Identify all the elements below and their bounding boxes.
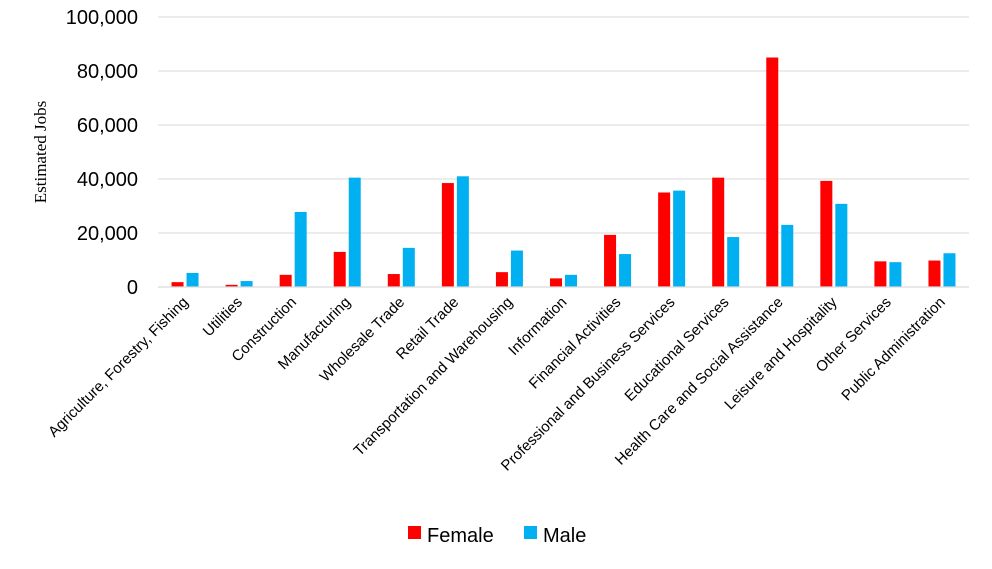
bars	[171, 57, 956, 287]
bar-male	[673, 190, 686, 287]
bar-male	[402, 247, 415, 287]
y-tick-label: 100,000	[66, 7, 138, 29]
legend-label-male: Male	[543, 525, 586, 547]
y-tick-label: 0	[127, 277, 138, 299]
bar-female	[928, 260, 941, 287]
bar-female	[225, 284, 238, 287]
bar-male	[510, 250, 523, 287]
bar-male	[565, 274, 577, 287]
bar-female	[658, 192, 671, 287]
bar-male	[781, 224, 794, 287]
bar-female	[820, 180, 833, 287]
bar-female	[171, 282, 184, 287]
bar-male	[456, 176, 469, 287]
y-axis-title: Estimated Jobs	[31, 101, 50, 203]
x-category-label: Agriculture, Forestry, Fishing	[45, 294, 192, 441]
y-tick-label: 80,000	[77, 61, 138, 83]
bar-female	[279, 274, 292, 287]
x-category-label: Financial Activities	[526, 294, 625, 393]
legend: Female Male	[408, 525, 586, 547]
legend-label-female: Female	[427, 525, 494, 547]
legend-swatch-male	[524, 526, 537, 539]
legend-swatch-female	[408, 526, 421, 539]
x-category-label: Educational Services	[621, 294, 732, 405]
y-tick-label: 20,000	[77, 223, 138, 245]
x-category-label: Utilities	[200, 294, 246, 340]
bar-female	[766, 57, 779, 287]
bar-female	[712, 177, 725, 287]
bar-male	[619, 254, 632, 287]
bar-female	[495, 272, 508, 287]
bar-female	[441, 183, 454, 287]
series-male	[186, 176, 956, 287]
bar-female	[604, 234, 617, 287]
bar-male	[727, 237, 740, 287]
bar-male	[889, 262, 902, 287]
bar-female	[550, 278, 562, 287]
series-female	[171, 57, 941, 287]
bar-female	[387, 274, 400, 287]
y-tick-label: 60,000	[77, 115, 138, 137]
bar-male	[294, 211, 307, 287]
bar-female	[333, 251, 346, 287]
bar-male	[943, 253, 956, 287]
y-axis-ticks: 0 20,000 40,000 60,000 80,000 100,000	[66, 7, 138, 299]
bar-male	[835, 203, 848, 287]
x-axis-categories: Agriculture, Forestry, Fishing UtilitiesC…	[45, 293, 949, 474]
bar-female	[874, 261, 887, 287]
y-tick-label: 40,000	[77, 169, 138, 191]
bar-male	[348, 177, 361, 287]
gridlines	[158, 16, 969, 234]
bar-male	[186, 272, 199, 287]
x-category-label: Public Administration	[838, 294, 948, 404]
bar-male	[240, 281, 253, 287]
